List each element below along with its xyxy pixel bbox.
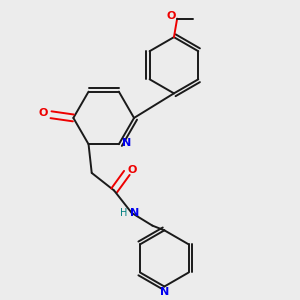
Text: H: H — [120, 208, 127, 218]
Text: O: O — [38, 108, 48, 118]
Text: O: O — [128, 165, 137, 175]
Text: N: N — [122, 138, 131, 148]
Text: O: O — [167, 11, 176, 21]
Text: N: N — [130, 208, 139, 218]
Text: N: N — [160, 287, 169, 297]
